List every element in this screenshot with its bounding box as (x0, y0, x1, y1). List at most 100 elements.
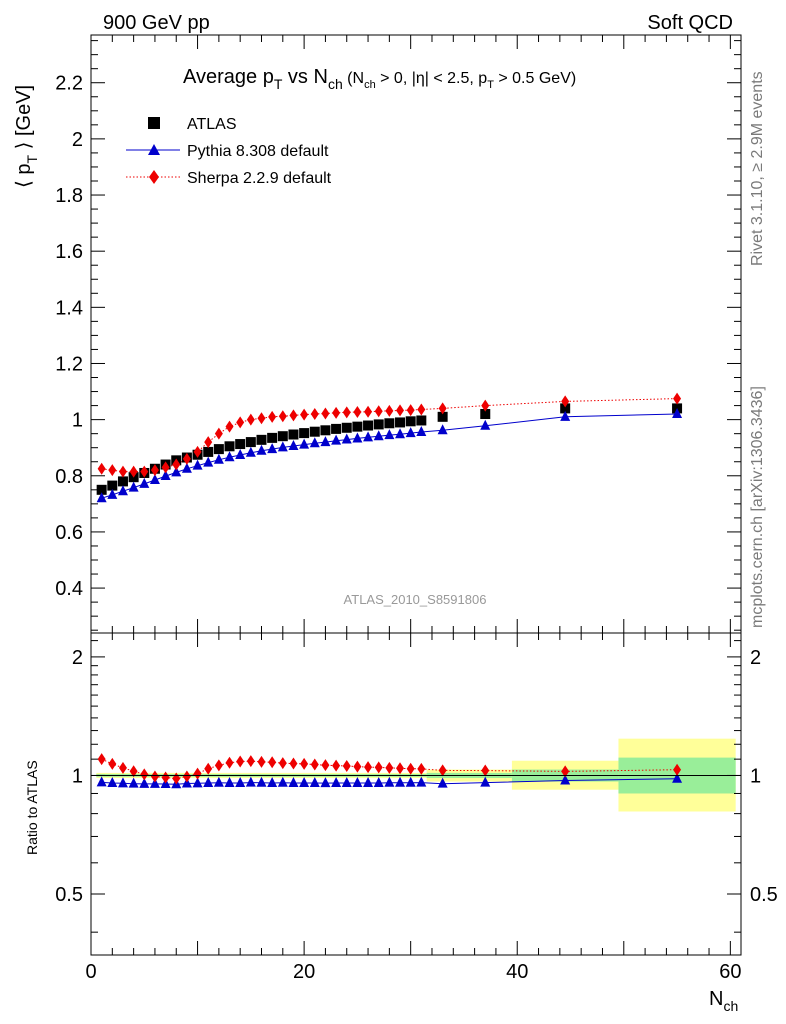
ratio-y-tick-label-right: 2 (750, 647, 761, 669)
header-left-label: 900 GeV pp (103, 12, 210, 34)
pythia-data-point (117, 485, 128, 496)
ratio-y-tick-label: 0.5 (55, 884, 83, 906)
ratio-pythia-point (416, 776, 427, 787)
ratio-sherpa-point (193, 767, 202, 780)
pythia-data-point (181, 462, 192, 473)
sherpa-data-point (150, 464, 159, 477)
atlas-data-point (373, 419, 384, 430)
pythia-data-point (160, 470, 171, 481)
atlas-data-point (480, 409, 491, 420)
atlas-data-point (405, 416, 416, 427)
ratio-pythia-point (181, 777, 192, 788)
pythia-data-point (299, 438, 310, 449)
pythia-data-point (245, 446, 256, 457)
pythia-data-point (480, 419, 491, 430)
x-tick-label: 40 (506, 961, 528, 983)
sherpa-data-point (481, 399, 490, 412)
ratio-sherpa-point (321, 759, 330, 772)
y-tick-label: 0.4 (55, 578, 83, 600)
ratio-sherpa-point (385, 761, 394, 774)
x-tick-label: 20 (293, 961, 315, 983)
ratio-sherpa-point (310, 758, 319, 771)
atlas-data-point (245, 437, 256, 448)
sherpa-data-point (97, 462, 106, 475)
pythia-data-point (139, 477, 150, 488)
ratio-sherpa-point (182, 770, 191, 783)
ratio-sherpa-point (214, 759, 223, 772)
pythia-data-point (560, 410, 571, 421)
sherpa-data-point (406, 404, 415, 417)
ratio-pythia-point (224, 776, 235, 787)
ratio-y-tick-label-right: 0.5 (750, 884, 778, 906)
atlas-data-point (320, 425, 331, 436)
rivet-version-label: Rivet 3.1.10, ≥ 2.9M events (749, 71, 766, 266)
chart-title-main: Average p (183, 66, 274, 88)
y-tick-label: 2.2 (55, 73, 83, 95)
pythia-data-point (128, 481, 139, 492)
y-tick-label: 1 (72, 410, 83, 432)
ratio-sherpa-point (278, 757, 287, 770)
sherpa-data-point (182, 452, 191, 465)
pythia-data-point (192, 459, 203, 470)
legend: ATLAS Pythia 8.308 default Sherpa 2.2.9 … (126, 116, 332, 187)
sherpa-data-point (172, 458, 181, 471)
ratio-pythia-point (117, 777, 128, 788)
pythia-data-point (331, 434, 342, 445)
ratio-sherpa-point (342, 759, 351, 772)
ratio-pythia-point (256, 776, 267, 787)
ratio-pythia-point (672, 772, 683, 783)
ratio-pythia-point (235, 776, 246, 787)
ratio-pythia-point (288, 776, 299, 787)
atlas-data-point (560, 403, 571, 414)
sherpa-data-point (417, 403, 426, 416)
chart-title-cuts-b: > 0, |η| < 2.5, p (376, 70, 488, 87)
sherpa-data-point (214, 427, 223, 440)
ratio-pythia-point (245, 776, 256, 787)
x-axis-label-a: N (709, 988, 723, 1010)
legend-pythia-label: Pythia 8.308 default (187, 143, 329, 160)
pythia-data-point (352, 432, 363, 443)
atlas-data-point (267, 432, 278, 443)
ratio-sherpa-point (374, 761, 383, 774)
ratio-pythia-point (299, 776, 310, 787)
ratio-sherpa-point (118, 761, 127, 774)
y-axis-label-sub: T (24, 155, 40, 164)
ratio-sherpa-point (150, 770, 159, 783)
sherpa-data-point (246, 413, 255, 426)
ratio-sherpa-point (108, 757, 117, 770)
main-plot-panel: 0.40.60.811.21.41.61.822.2 Average pT vs… (13, 34, 742, 634)
ratio-pythia-point (277, 776, 288, 787)
atlas-data-point (288, 429, 299, 440)
atlas-data-point (256, 434, 267, 445)
chart-title-cuts-b-sub: T (487, 79, 494, 91)
pythia-data-point (363, 431, 374, 442)
sherpa-data-point (161, 461, 170, 474)
pythia-data-point (96, 492, 107, 503)
ratio-pythia-point (560, 774, 571, 785)
ratio-pythia-point (267, 776, 278, 787)
pythia-data-point (213, 453, 224, 464)
ratio-sherpa-point (161, 771, 170, 784)
y-axis-label-a: ⟨ p (13, 164, 35, 188)
atlas-data-point (299, 428, 310, 439)
ratio-sherpa-point (225, 756, 234, 769)
sherpa-data-point (289, 409, 298, 422)
pythia-data-point (395, 428, 406, 439)
ratio-y-tick-label-right: 1 (750, 765, 761, 787)
y-tick-label: 2 (72, 129, 83, 151)
ratio-y-tick-label: 1 (72, 765, 83, 787)
pythia-data-point (416, 425, 427, 436)
sherpa-data-point (204, 436, 213, 449)
sherpa-data-point (438, 402, 447, 415)
atlas-data-point (331, 423, 342, 434)
ratio-sherpa-point (300, 757, 309, 770)
ratio-pythia-point (341, 776, 352, 787)
sherpa-data-point (561, 395, 570, 408)
atlas-data-point (395, 417, 406, 428)
ratio-y-tick-label: 2 (72, 647, 83, 669)
analysis-watermark: ATLAS_2010_S8591806 (344, 592, 487, 607)
ratio-pythia-point (309, 776, 320, 787)
